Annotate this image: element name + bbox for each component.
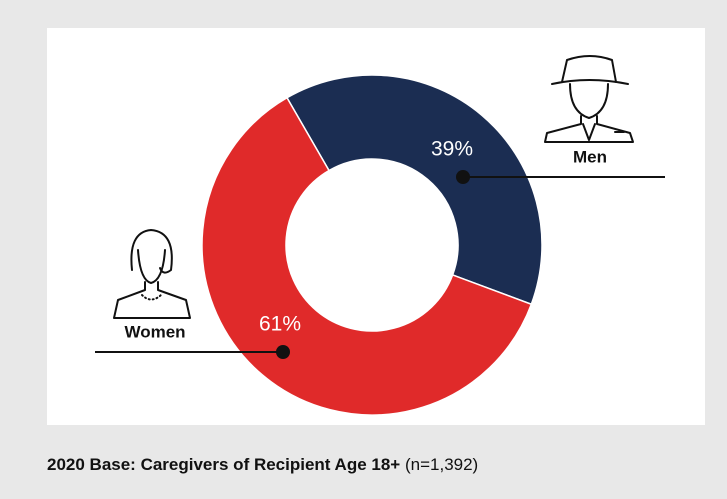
- women-icon: [113, 229, 191, 319]
- legend-label: Women: [124, 322, 185, 341]
- men-icon: [544, 55, 634, 143]
- value-label: 39%: [431, 138, 473, 161]
- slice: [285, 74, 543, 306]
- footnote: 2020 Base: Caregivers of Recipient Age 1…: [47, 455, 478, 474]
- footnote-detail: (n=1,392): [405, 455, 478, 474]
- value-label: 61%: [259, 313, 301, 336]
- footnote-main: 2020 Base: Caregivers of Recipient Age 1…: [47, 455, 400, 474]
- leader-dot: [456, 170, 470, 184]
- legend-label: Men: [573, 147, 607, 166]
- slice: [201, 96, 533, 416]
- donut: [201, 74, 543, 416]
- leader-dot: [276, 345, 290, 359]
